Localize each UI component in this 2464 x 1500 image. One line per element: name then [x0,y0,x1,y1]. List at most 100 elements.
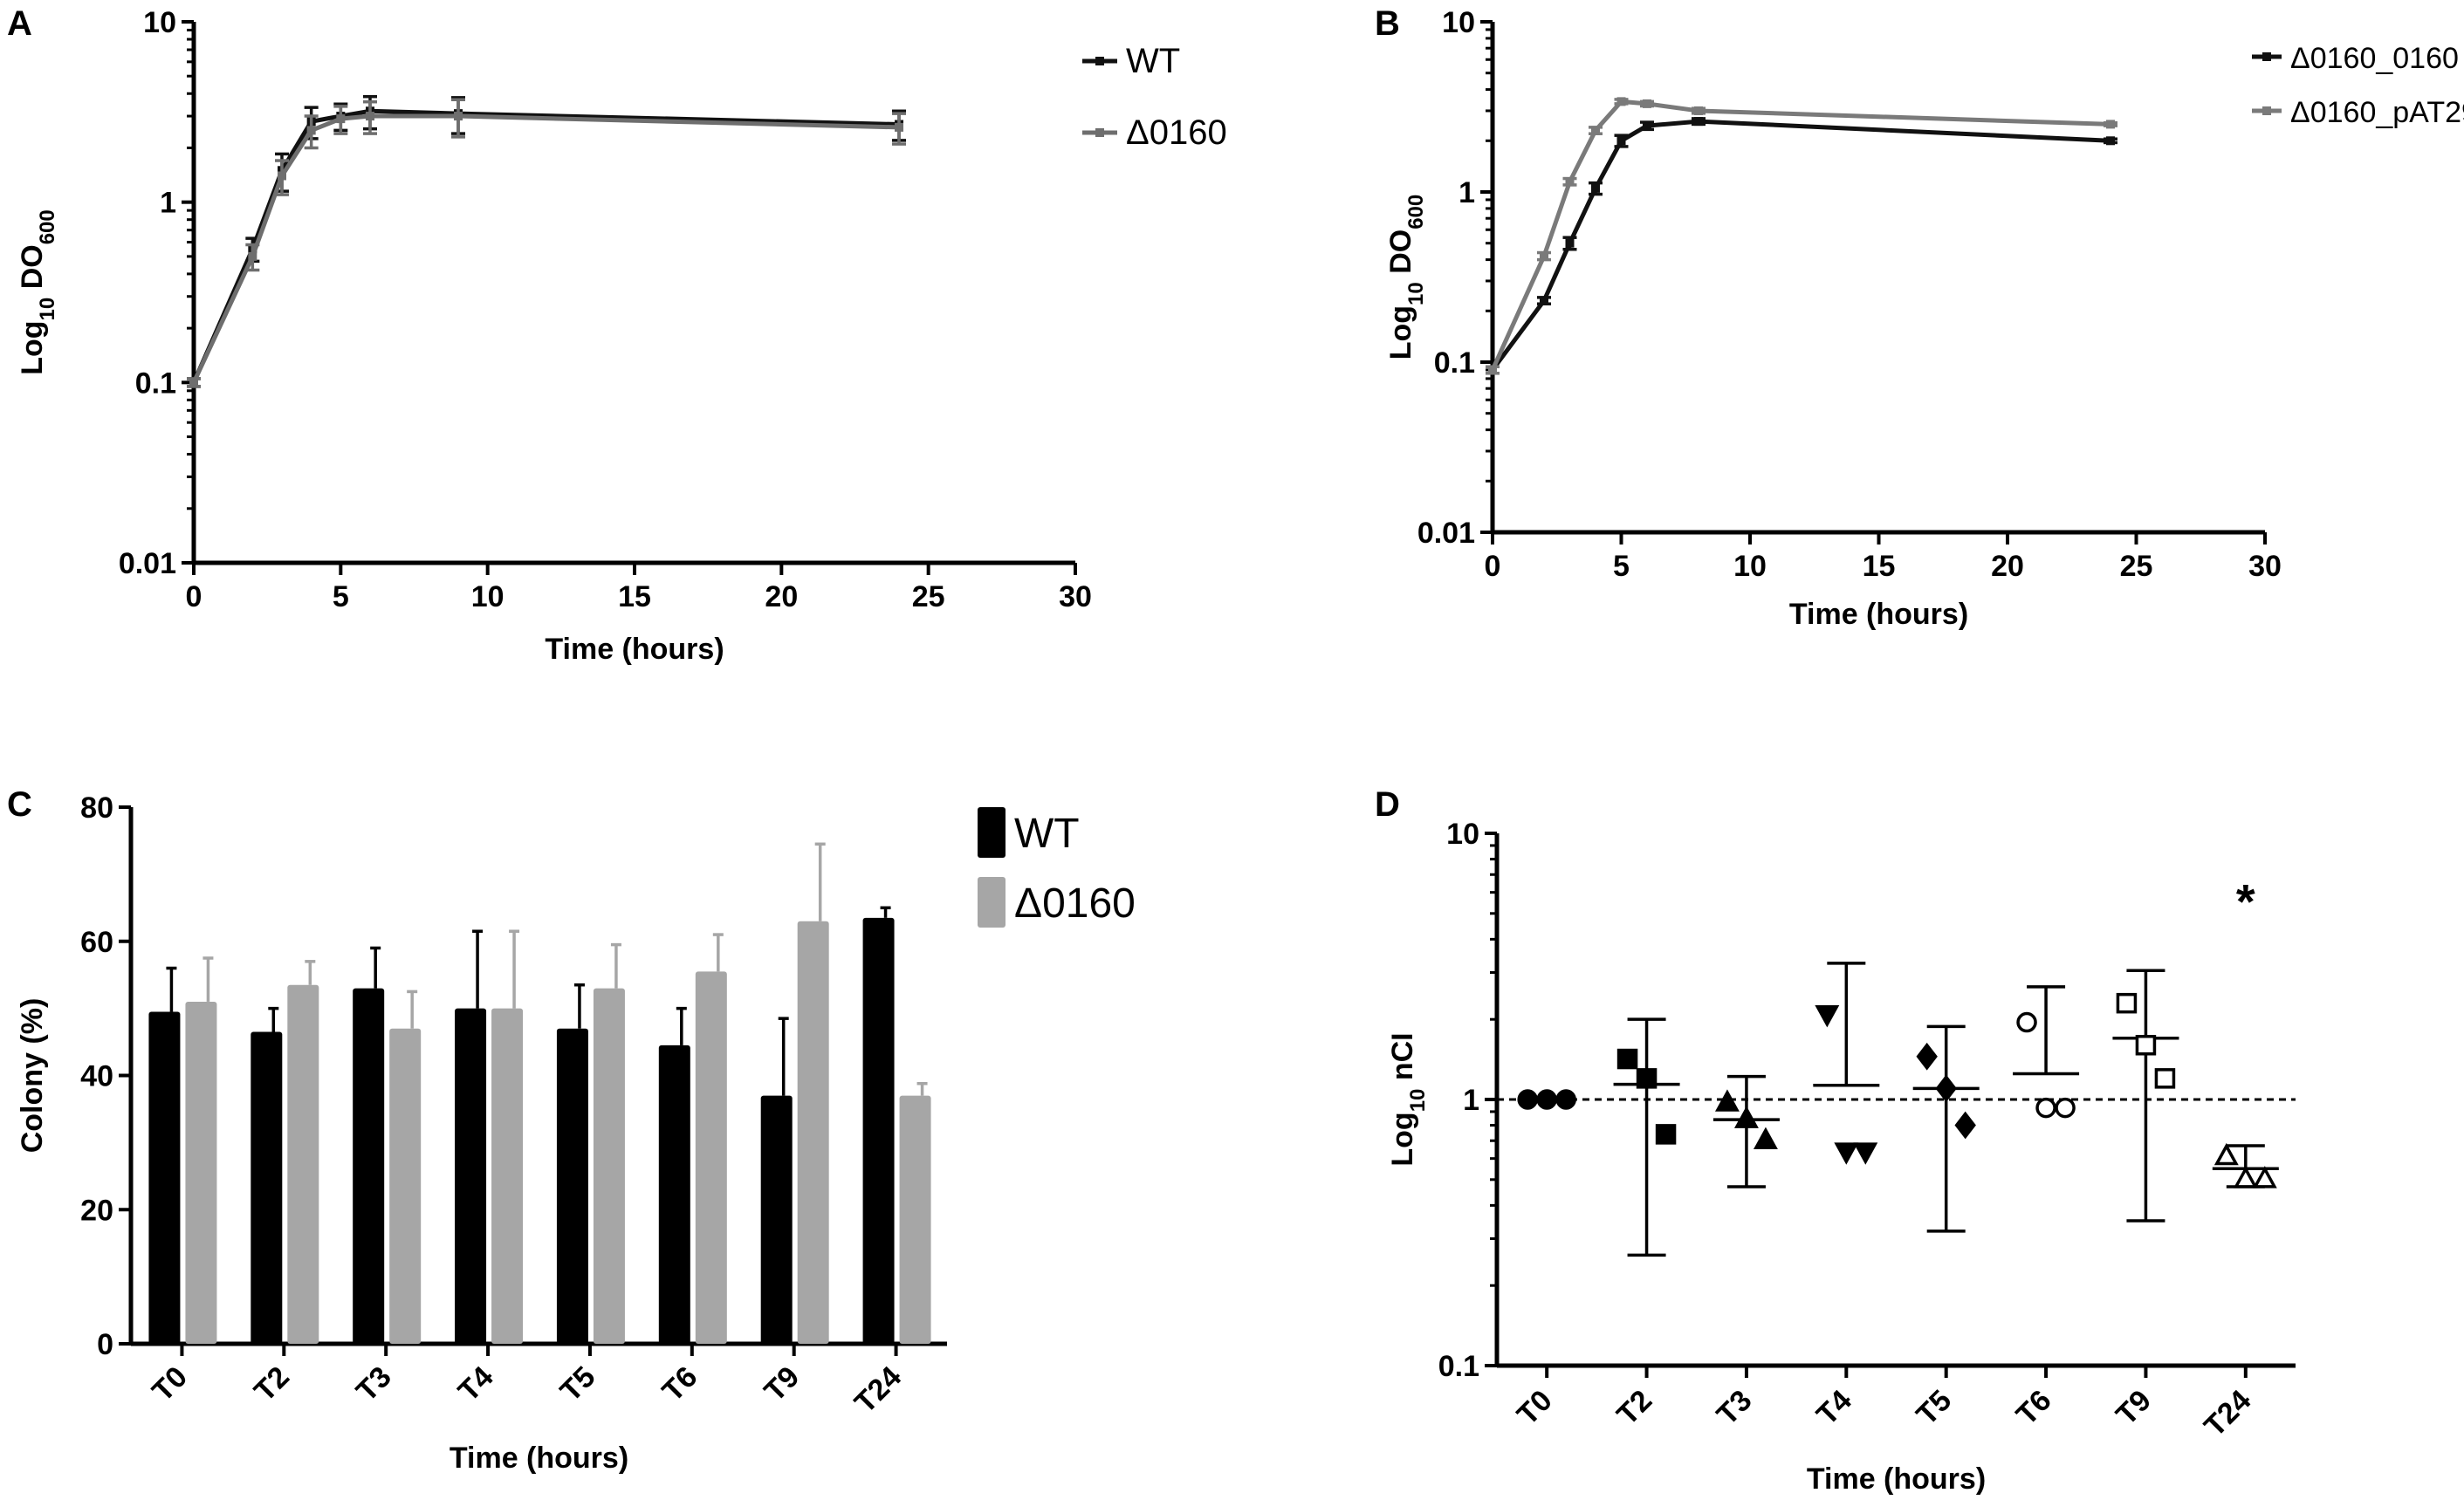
data-point [1714,1089,1740,1112]
data-point [1555,1089,1576,1110]
y-title-part: Log [1384,305,1417,360]
x-tick-label: 5 [1613,550,1630,583]
data-point [2116,992,2138,1014]
legend-marker [1095,128,1104,137]
series-line [191,113,900,384]
y-tick-label: 0.01 [119,547,176,580]
x-tick-label: 15 [618,580,651,613]
x-tick-label: T2 [248,1360,296,1408]
series-line [1490,99,2111,371]
x-tick-label: T9 [758,1360,806,1408]
x-tick-label: T4 [452,1360,500,1408]
bar [455,1008,487,1344]
x-tick-label: T5 [1910,1384,1958,1432]
x-tick-label: T4 [1810,1384,1858,1432]
data-point [2106,136,2115,146]
panel-d: D 0.1 1 10 T0 T2 T3 T4 T5 T6 T9 T24 * Time (hours) Log… [1375,785,2296,1496]
x-tick-label: 25 [2120,550,2153,583]
x-tick-label: T2 [1610,1384,1658,1432]
y-tick-label: 10 [1446,818,1479,851]
data-point [1536,1089,1557,1110]
data-point [1916,1042,1938,1071]
x-tick-label: T3 [1711,1384,1759,1432]
bar [287,984,319,1344]
bar [556,1028,588,1344]
legend-marker [2262,106,2271,115]
legend-label: Δ0160 [1014,880,1136,927]
y-tick-label: 10 [1442,6,1475,39]
data-point [189,378,198,387]
data-point [2016,1011,2037,1033]
data-point [1733,1106,1759,1128]
data-point [1834,1142,1859,1165]
series-line [191,108,900,384]
legend-marker [2262,52,2271,61]
x-tick-label: T6 [2010,1384,2058,1432]
x-tick-label: T24 [848,1360,908,1420]
y-tick-label: 0.1 [1434,346,1475,380]
y-tick-label: 60 [80,926,113,959]
x-tick-label: 30 [2248,550,2282,583]
data-point [2106,120,2115,129]
legend-swatch [978,807,1006,858]
x-axis-title: Time (hours) [1807,1462,1986,1496]
data-point [1540,296,1548,305]
data-point [1643,99,1651,108]
data-point [2213,1142,2239,1166]
data-point [1591,126,1600,135]
y-title-sub: 10 [36,298,59,321]
data-point [1954,1111,1976,1140]
bar [148,1011,181,1344]
bar [862,917,895,1344]
x-tick-label: 25 [912,580,945,613]
data-point [1694,106,1703,115]
y-title-sub: 600 [36,209,59,244]
x-tick-label: 20 [1991,550,2024,583]
y-tick-label: 1 [160,187,176,220]
data-point [1616,1048,1638,1070]
y-axis-title: Log10 DO600 [16,209,59,375]
data-point [1517,1089,1538,1110]
x-tick-label: T0 [146,1360,194,1408]
y-tick-label: 10 [143,6,176,39]
data-point [1753,1127,1778,1149]
y-title-part: nCI [1386,1032,1419,1088]
data-point [1636,1068,1658,1089]
y-title-part: Log [16,320,49,374]
data-point [278,171,286,181]
x-tick-label: 10 [1733,550,1767,583]
legend-marker [1095,57,1104,65]
y-tick-label: 0.1 [1438,1350,1479,1383]
data-point [1935,1074,1957,1103]
data-point [1565,238,1575,248]
bar [899,1095,931,1344]
bar [593,988,625,1344]
data-point [1565,177,1575,187]
x-tick-label: T0 [1511,1384,1559,1432]
y-tick-label: 0.1 [135,366,176,400]
data-point [2055,1097,2076,1119]
data-point [2154,1068,2176,1089]
data-point [454,112,463,121]
x-axis-title: Time (hours) [1789,598,1968,631]
bar [797,921,829,1344]
bar [491,1008,524,1344]
y-title-part: Log [1386,1112,1419,1166]
y-tick-label: 20 [80,1194,113,1227]
x-tick-label: T24 [2198,1384,2257,1443]
y-title-part: DO [16,244,49,297]
legend-swatch [978,877,1006,928]
y-title-sub: 600 [1404,195,1428,229]
data-point [366,112,374,121]
bar [185,1001,217,1344]
x-axis-title: Time (hours) [545,633,724,666]
x-tick-label: 0 [1485,550,1501,583]
data-point [2233,1166,2258,1188]
data-point [2135,1034,2157,1056]
series-line [1490,119,2111,372]
legend-label: Δ0160 [1126,113,1227,152]
legend-label: WT [1126,42,1180,80]
y-tick-label: 1 [1458,176,1475,209]
